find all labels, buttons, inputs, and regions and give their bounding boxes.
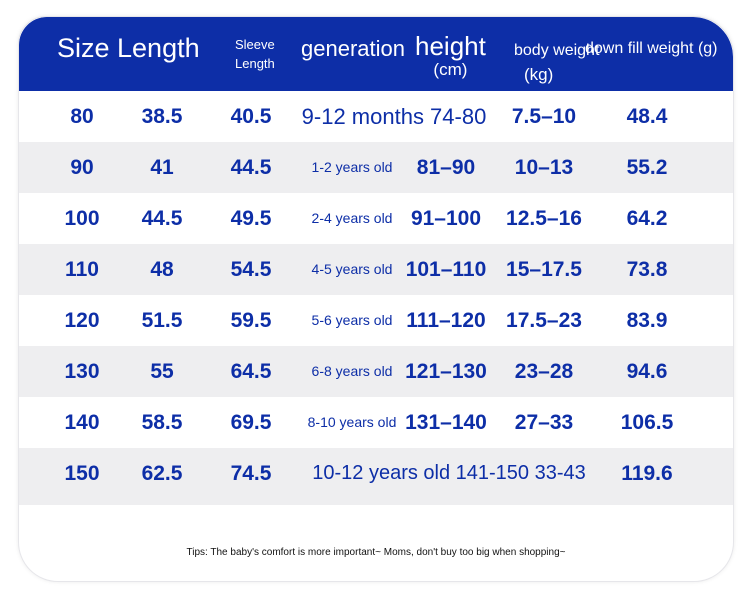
cell-body-weight: 27–33 [514, 411, 574, 434]
cell-height: 91–100 [410, 207, 482, 230]
header-generation: generation [301, 36, 405, 61]
cell-length: 51.5 [141, 309, 183, 332]
cell-height: 111–120 [406, 309, 486, 332]
tips-note: Tips: The baby's comfort is more importa… [186, 547, 566, 558]
cell-length: 55 [150, 360, 174, 383]
cell-length: 41 [150, 156, 174, 179]
cell-generation: 8-10 years old [307, 414, 397, 430]
cell-body-weight: 15–17.5 [506, 258, 582, 281]
header-size-length: Size Length [57, 33, 200, 63]
cell-down-fill: 73.8 [626, 258, 668, 281]
header-down-fill-weight: down fill weight (g) [585, 40, 718, 57]
cell-down-fill: 119.6 [621, 462, 673, 485]
cell-down-fill: 55.2 [626, 156, 668, 179]
cell-generation: 4-5 years old [311, 261, 393, 277]
cell-size: 90 [70, 156, 94, 179]
cell-size: 110 [65, 258, 99, 281]
cell-size: 120 [64, 309, 100, 332]
cell-sleeve: 49.5 [230, 207, 272, 230]
cell-generation-height: 9-12 months 74-80 [301, 104, 487, 129]
cell-sleeve: 44.5 [230, 156, 272, 179]
cell-body-weight: 10–13 [514, 156, 574, 179]
cell-sleeve: 69.5 [230, 411, 272, 434]
cell-height: 101–110 [405, 258, 487, 281]
table-row: 140 58.5 69.5 8-10 years old 131–140 27–… [19, 397, 733, 448]
header-sleeve-line2: Length [235, 56, 275, 71]
cell-down-fill: 94.6 [626, 360, 668, 383]
cell-body-weight: 17.5–23 [506, 309, 582, 332]
cell-length: 38.5 [141, 105, 183, 128]
cell-length: 44.5 [141, 207, 183, 230]
table-row: 90 41 44.5 1-2 years old 81–90 10–13 55.… [19, 142, 733, 193]
cell-body-weight: 23–28 [514, 360, 574, 383]
cell-sleeve: 59.5 [230, 309, 272, 332]
cell-generation: 6-8 years old [311, 363, 393, 379]
header-body-weight-label: body weight [514, 42, 600, 59]
header-height-label: height [415, 31, 486, 61]
cell-down-fill: 64.2 [626, 207, 668, 230]
cell-body-weight: 7.5–10 [511, 105, 577, 128]
header-height: height (cm) [415, 31, 486, 82]
table-header: Size Length Sleeve Length generation hei… [19, 17, 733, 91]
cell-down-fill: 106.5 [620, 411, 674, 434]
size-chart-card: Size Length Sleeve Length generation hei… [18, 16, 734, 582]
cell-body-weight: 12.5–16 [506, 207, 582, 230]
cell-sleeve: 40.5 [230, 105, 272, 128]
cell-height: 81–90 [416, 156, 476, 179]
cell-size: 100 [64, 207, 100, 230]
cell-size: 130 [64, 360, 100, 383]
cell-down-fill: 48.4 [626, 105, 668, 128]
cell-size: 140 [64, 411, 100, 434]
table-row: 80 38.5 40.5 9-12 months 74-80 7.5–10 48… [19, 91, 733, 142]
cell-generation-height-weight: 10-12 years old 141-150 33-43 [312, 462, 586, 484]
table-row: 120 51.5 59.5 5-6 years old 111–120 17.5… [19, 295, 733, 346]
cell-height: 131–140 [405, 411, 487, 434]
table-row: 150 62.5 74.5 10-12 years old 141-150 33… [19, 448, 733, 505]
table-row: 100 44.5 49.5 2-4 years old 91–100 12.5–… [19, 193, 733, 244]
cell-generation: 5-6 years old [311, 312, 393, 328]
cell-generation: 1-2 years old [311, 159, 393, 175]
table-body: 80 38.5 40.5 9-12 months 74-80 7.5–10 48… [19, 91, 733, 505]
cell-length: 62.5 [141, 462, 183, 485]
header-body-weight: body weight (kg) [514, 39, 599, 87]
cell-length: 48 [150, 258, 174, 281]
header-height-unit: (cm) [433, 60, 468, 79]
cell-down-fill: 83.9 [626, 309, 668, 332]
cell-size: 150 [64, 462, 100, 485]
header-sleeve-length: Sleeve Length [235, 35, 275, 73]
cell-sleeve: 74.5 [230, 462, 272, 485]
table-row: 130 55 64.5 6-8 years old 121–130 23–28 … [19, 346, 733, 397]
cell-height: 121–130 [405, 360, 487, 383]
table-row: 110 48 54.5 4-5 years old 101–110 15–17.… [19, 244, 733, 295]
cell-size: 80 [70, 105, 94, 128]
cell-length: 58.5 [141, 411, 183, 434]
header-sleeve-line1: Sleeve [235, 37, 275, 52]
cell-sleeve: 64.5 [230, 360, 272, 383]
header-body-weight-unit: (kg) [524, 65, 554, 84]
cell-sleeve: 54.5 [230, 258, 272, 281]
cell-generation: 2-4 years old [311, 210, 393, 226]
